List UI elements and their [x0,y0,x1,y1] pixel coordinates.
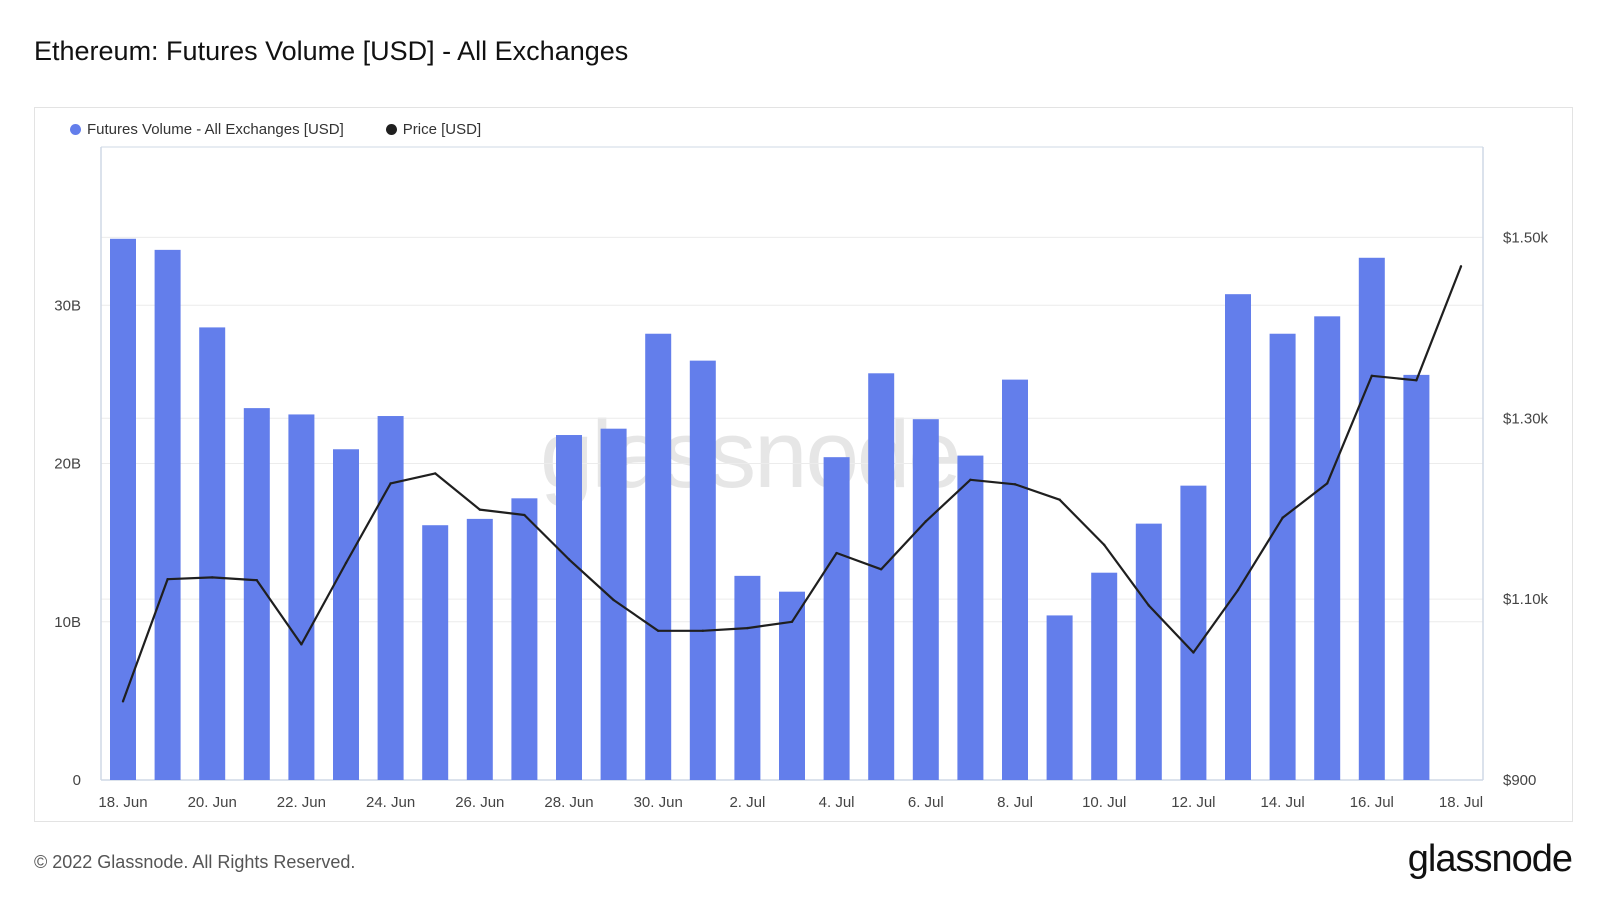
brand-logo: glassnode [1407,838,1573,880]
price-point-18-jul [1459,265,1463,268]
x-tick-label: 12. Jul [1171,794,1215,811]
bar-24-jun [377,416,404,780]
y-right-tick-label: $1.10k [1503,591,1549,608]
price-point-27-jun [523,513,526,517]
bar-23-jun [333,449,359,780]
legend: Futures Volume - All Exchanges [USD] Pri… [70,121,481,138]
bar-8-jul [1002,379,1028,780]
price-point-4-jul [835,551,838,555]
bar-19-jun [154,249,181,781]
x-tick-label: 28. Jun [544,794,593,811]
x-tick-label: 8. Jul [997,794,1033,811]
price-point-29-jun [612,598,615,602]
bar-20-jun [199,327,226,780]
price-point-11-jul [1147,604,1151,607]
bar-22-jun [288,414,315,780]
bar-27-jun [511,498,538,780]
price-point-12-jul [1192,651,1195,654]
bar-15-jul [1314,316,1341,780]
x-tick-label: 2. Jul [729,794,765,811]
legend-volume-dot-icon [70,124,81,135]
price-point-25-jun [434,472,437,475]
chart-title: Ethereum: Futures Volume [USD] - All Exc… [34,36,629,66]
price-point-16-jul [1370,374,1374,377]
price-point-26-jun [478,508,481,511]
bar-13-jul [1225,294,1251,780]
price-point-10-jul [1103,543,1106,547]
price-point-24-jun [389,482,392,485]
x-tick-label: 18. Jun [98,794,147,811]
price-point-9-jul [1058,498,1061,501]
price-point-18-jun [121,700,125,703]
price-point-19-jun [166,578,169,581]
legend-volume-label: Futures Volume - All Exchanges [USD] [87,121,344,138]
price-point-14-jul [1281,516,1284,519]
price-point-7-jul [969,478,972,481]
bar-7-jul [957,455,984,780]
price-point-8-jul [1013,483,1017,486]
x-tick-label: 16. Jul [1350,794,1394,811]
price-point-21-jun [255,578,258,582]
x-tick-label: 14. Jul [1260,794,1304,811]
bar-26-jun [466,518,493,780]
bar-18-jun [110,238,136,780]
price-point-30-jun [657,629,660,632]
price-point-20-jun [211,576,214,579]
bar-11-jul [1135,523,1162,780]
x-tick-label: 22. Jun [277,794,326,811]
price-point-28-jun [567,558,571,561]
y-right-tick-label: $1.30k [1503,410,1549,427]
y-right-tick-label: $900 [1503,772,1536,789]
legend-item-volume[interactable]: Futures Volume - All Exchanges [USD] [70,121,344,138]
y-left-tick-label: 10B [54,614,81,631]
copyright-footer: © 2022 Glassnode. All Rights Reserved. [34,852,356,872]
x-tick-label: 30. Jun [634,794,683,811]
bar-2-jul [734,575,761,780]
bar-29-jun [600,428,627,780]
x-tick-label: 20. Jun [188,794,237,811]
bar-28-jun [556,435,582,780]
x-tick-label: 24. Jun [366,794,415,811]
legend-item-price[interactable]: Price [USD] [385,121,482,138]
price-point-23-jun [344,561,348,565]
bar-14-jul [1269,333,1296,780]
bar-5-jul [868,373,895,780]
bar-10-jul [1091,572,1118,780]
y-right-tick-label: $1.50k [1503,229,1549,246]
x-tick-label: 10. Jul [1082,794,1126,811]
x-tick-label: 18. Jul [1439,794,1483,811]
bar-25-jun [422,525,449,780]
bar-30-jun [645,333,672,780]
bar-12-jul [1180,485,1207,780]
bar-6-jul [912,419,939,780]
bar-16-jul [1358,257,1385,780]
price-point-6-jul [924,520,927,523]
bar-9-jul [1046,615,1073,780]
x-tick-label: 6. Jul [908,794,944,811]
y-left-tick-label: 20B [54,456,81,473]
price-point-15-jul [1326,482,1329,485]
price-point-17-jul [1415,379,1418,382]
bar-4-jul [823,457,850,780]
price-point-22-jun [300,643,303,646]
price-point-1-jul [701,629,704,632]
y-left-tick-label: 0 [73,772,81,789]
bar-17-jul [1403,374,1430,780]
price-point-3-jul [790,620,794,623]
legend-price-dot-icon [385,124,397,135]
chart-panel [34,107,1573,822]
x-tick-label: 26. Jun [455,794,504,811]
bar-1-jul [689,360,716,780]
legend-price-label: Price [USD] [402,121,482,138]
x-tick-label: 4. Jul [819,794,855,811]
price-point-2-jul [746,626,749,630]
y-left-tick-label: 30B [54,297,81,314]
price-point-5-jul [880,568,883,571]
price-point-13-jul [1236,588,1240,592]
